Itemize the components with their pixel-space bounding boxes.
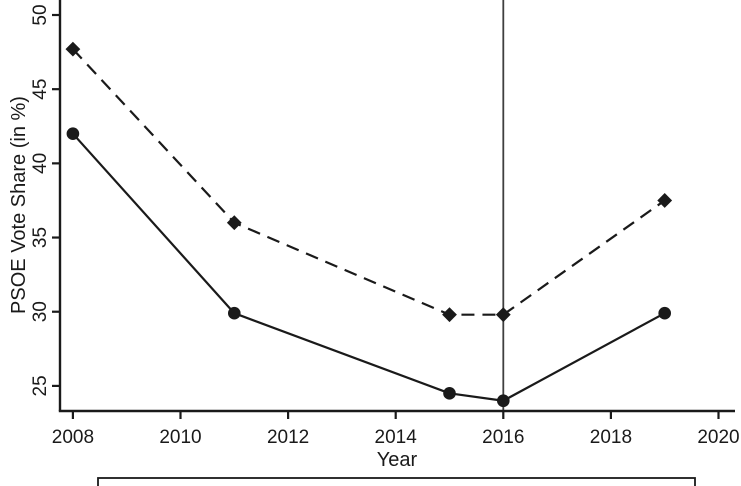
- x-tick-label: 2014: [375, 427, 418, 448]
- legend-box-partial: [97, 477, 696, 486]
- y-tick-label: 25: [30, 375, 51, 396]
- series-line-dashed-diamond-series: [72, 48, 666, 316]
- series-line-solid-circle-series: [72, 132, 666, 402]
- x-tick-label: 2018: [590, 427, 632, 448]
- diamond-marker: [442, 307, 457, 323]
- diamond-marker: [226, 215, 242, 231]
- y-tick-label: 35: [30, 227, 51, 248]
- y-tick-label: 50: [30, 4, 51, 25]
- x-tick-label: 2020: [697, 427, 739, 448]
- diamond-marker: [495, 307, 511, 323]
- y-tick-label: 45: [30, 79, 51, 100]
- x-axis-title: Year: [377, 449, 418, 471]
- circle-marker: [658, 306, 671, 320]
- circle-marker: [66, 127, 80, 140]
- y-tick-label: 40: [30, 153, 51, 174]
- y-tick-label: 30: [30, 301, 51, 322]
- circle-marker: [228, 306, 241, 320]
- circle-marker: [443, 387, 456, 400]
- diamond-marker: [65, 41, 81, 57]
- y-axis-title: PSOE Vote Share (in %): [8, 96, 30, 314]
- x-tick-label: 2010: [159, 427, 201, 448]
- circle-marker: [497, 394, 510, 408]
- x-tick-label: 2008: [52, 427, 94, 448]
- x-tick-label: 2016: [482, 427, 524, 448]
- x-tick-label: 2012: [267, 427, 309, 448]
- diamond-marker: [657, 193, 673, 208]
